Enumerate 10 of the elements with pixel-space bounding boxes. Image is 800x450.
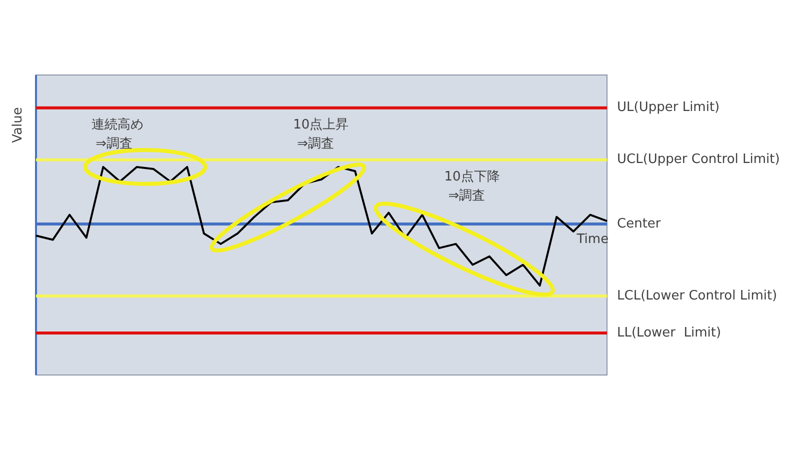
annotation: 10点下降 ⇒調査	[444, 170, 500, 204]
y-axis-title: Value	[10, 107, 26, 143]
ref-line-label: LL(Lower Limit)	[617, 325, 722, 340]
ref-line-label: UL(Upper Limit)	[617, 100, 720, 116]
text: 連続高め ⇒調査	[92, 116, 144, 152]
ref-line-label: LCL(Lower Control Limit)	[617, 288, 778, 304]
ref-line-label: UCL(Upper Control Limit)	[617, 152, 780, 168]
text: 10点上昇 ⇒調査	[293, 118, 349, 152]
ref-line-label: Center	[617, 216, 662, 232]
x-axis-title: Time	[576, 232, 609, 248]
